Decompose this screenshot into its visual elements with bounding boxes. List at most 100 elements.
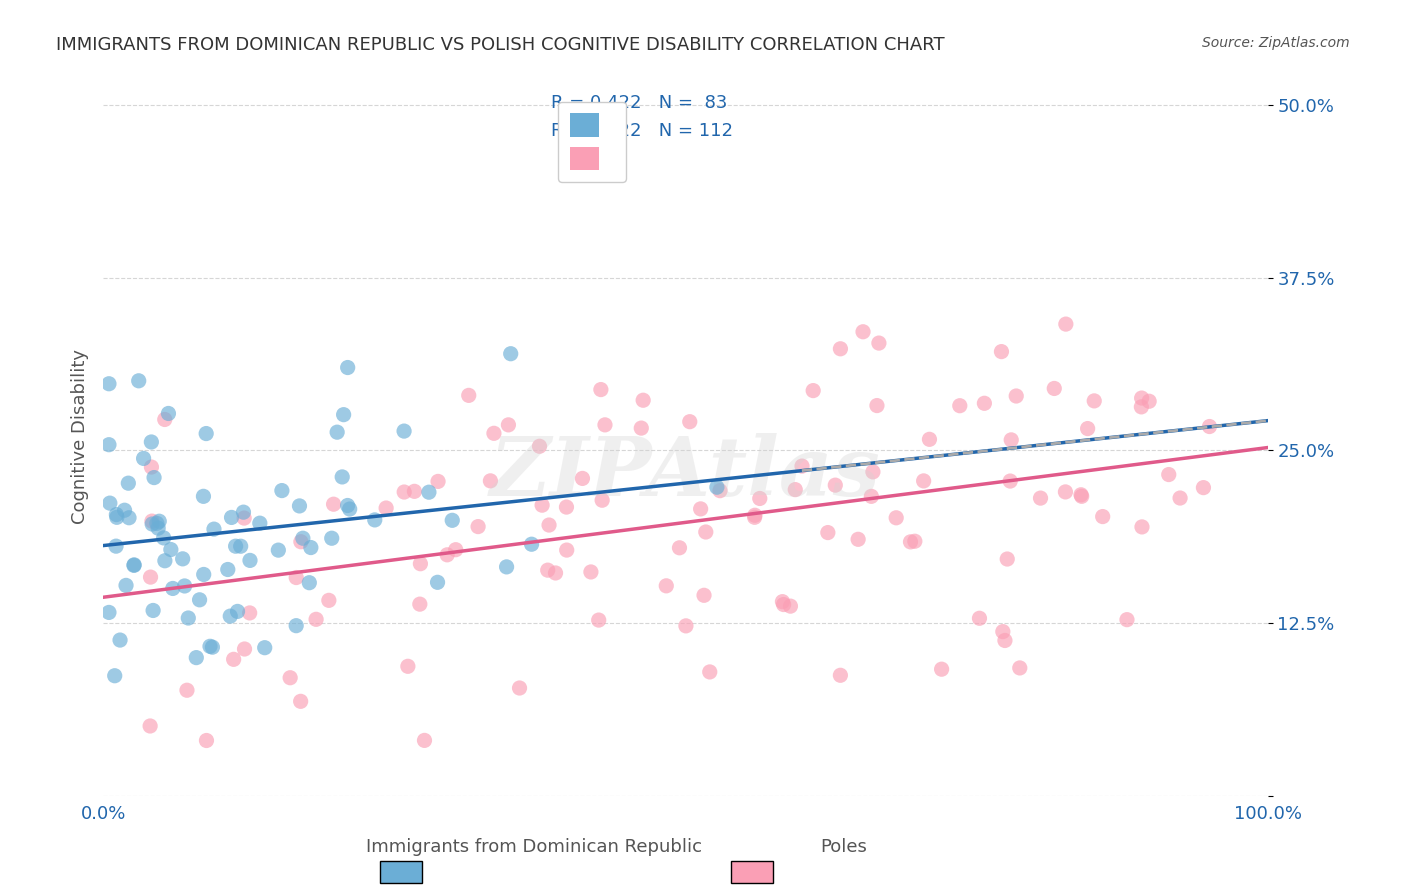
Point (396, 659, 419, 673)
Point (1130, 400, 1153, 414)
Point (588, 613, 610, 627)
Point (186, 650, 208, 665)
Point (537, 563, 560, 577)
Point (336, 360, 359, 375)
Point (579, 565, 602, 579)
Point (520, 537, 543, 551)
Point (1130, 391, 1153, 405)
Point (321, 531, 343, 545)
Point (467, 519, 489, 533)
Text: Source: ZipAtlas.com: Source: ZipAtlas.com (1202, 36, 1350, 50)
Point (668, 541, 690, 555)
Point (375, 501, 398, 516)
Point (219, 609, 242, 624)
Point (233, 511, 256, 525)
Point (631, 393, 654, 408)
Point (444, 542, 467, 557)
Point (160, 542, 183, 557)
Point (299, 541, 322, 555)
Point (148, 514, 170, 528)
Point (139, 719, 162, 733)
Point (679, 415, 702, 429)
Point (285, 618, 308, 632)
Point (141, 460, 163, 475)
Point (232, 505, 254, 519)
Point (97, 438, 120, 452)
Point (427, 475, 450, 489)
Point (195, 426, 218, 441)
Point (290, 694, 312, 708)
Point (153, 554, 176, 568)
Point (318, 593, 340, 607)
Point (537, 518, 560, 533)
Point (779, 599, 801, 614)
Point (1083, 393, 1105, 408)
Point (225, 539, 247, 553)
Point (589, 383, 612, 397)
Point (591, 493, 613, 508)
Point (364, 513, 387, 527)
Point (790, 459, 813, 474)
Point (229, 539, 252, 553)
Point (173, 579, 195, 593)
Point (291, 531, 314, 545)
Point (146, 516, 169, 531)
Point (706, 480, 728, 494)
Point (239, 553, 262, 567)
Point (122, 558, 145, 573)
Point (1008, 661, 1031, 675)
Point (392, 485, 415, 500)
Point (142, 603, 165, 617)
Point (172, 552, 194, 566)
Point (693, 588, 716, 602)
Point (392, 424, 415, 438)
Point (139, 570, 162, 584)
Text: Poles: Poles (820, 838, 868, 856)
Point (846, 533, 869, 547)
Point (1000, 433, 1022, 447)
Text: R = 0.222   N = 112: R = 0.222 N = 112 (551, 122, 734, 140)
Point (1192, 481, 1215, 495)
Point (571, 471, 593, 485)
Point (852, 325, 875, 339)
Point (253, 640, 276, 655)
Point (824, 478, 846, 492)
Point (409, 597, 432, 611)
Point (418, 485, 440, 500)
Point (141, 434, 163, 449)
Point (288, 499, 311, 513)
Point (1070, 488, 1092, 502)
Point (655, 579, 678, 593)
Point (1130, 520, 1153, 534)
Point (141, 514, 163, 528)
Point (973, 396, 995, 410)
Point (118, 510, 141, 524)
Point (176, 683, 198, 698)
Point (544, 566, 567, 580)
Point (931, 662, 953, 676)
Point (1054, 484, 1077, 499)
Point (866, 399, 889, 413)
Point (531, 498, 554, 512)
Point (436, 548, 458, 562)
Point (990, 344, 1012, 359)
Point (336, 499, 359, 513)
Point (868, 336, 890, 351)
Point (285, 570, 308, 584)
Point (998, 474, 1021, 488)
Text: R = 0.422   N =  83: R = 0.422 N = 83 (551, 94, 728, 112)
Point (270, 483, 292, 498)
Point (482, 426, 505, 441)
Point (1157, 467, 1180, 482)
Point (404, 484, 426, 499)
Point (860, 489, 883, 503)
Point (817, 525, 839, 540)
Point (330, 470, 353, 484)
Point (675, 619, 697, 633)
Point (98, 496, 121, 510)
Point (1029, 491, 1052, 505)
Point (884, 510, 907, 524)
Point (162, 582, 184, 596)
Point (994, 633, 1017, 648)
Point (332, 408, 354, 422)
